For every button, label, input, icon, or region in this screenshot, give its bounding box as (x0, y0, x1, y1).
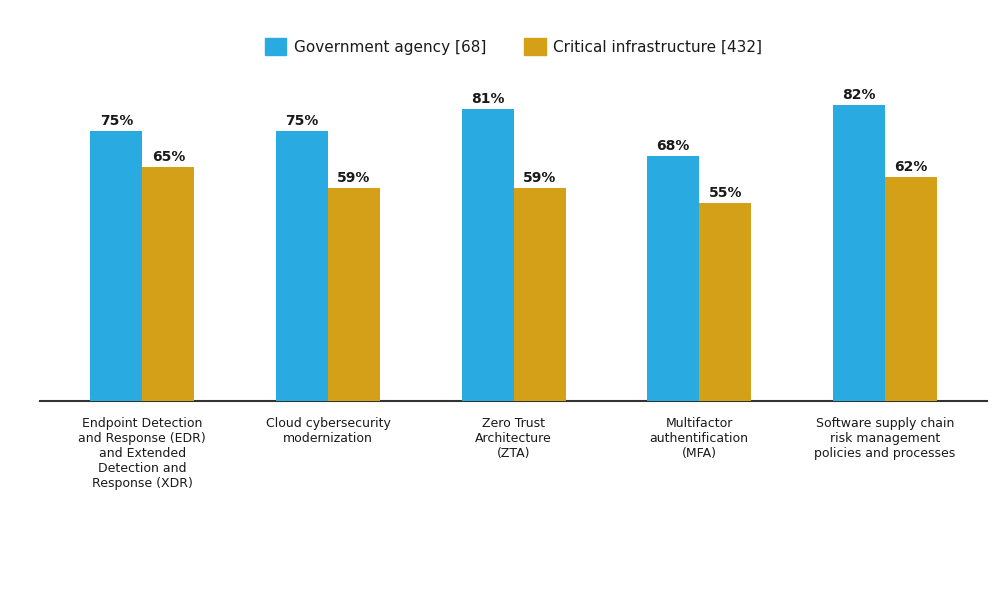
Text: 75%: 75% (100, 114, 133, 128)
Bar (276, 131, 328, 401)
Bar (699, 203, 751, 401)
Bar (885, 177, 937, 401)
Legend: Government agency [68], Critical infrastructure [432]: Government agency [68], Critical infrast… (259, 32, 768, 61)
Bar (461, 109, 514, 401)
Bar (833, 105, 885, 401)
Text: 62%: 62% (894, 160, 927, 174)
Bar (328, 188, 380, 401)
Text: 65%: 65% (152, 150, 185, 164)
Text: 75%: 75% (285, 114, 318, 128)
Bar (142, 167, 194, 401)
Text: 81%: 81% (471, 92, 505, 106)
Text: 55%: 55% (708, 186, 742, 200)
Bar (91, 131, 142, 401)
Bar (514, 188, 566, 401)
Bar (648, 155, 699, 401)
Text: 68%: 68% (657, 139, 690, 153)
Text: 59%: 59% (523, 171, 556, 186)
Text: 59%: 59% (337, 171, 371, 186)
Text: 82%: 82% (842, 88, 875, 102)
